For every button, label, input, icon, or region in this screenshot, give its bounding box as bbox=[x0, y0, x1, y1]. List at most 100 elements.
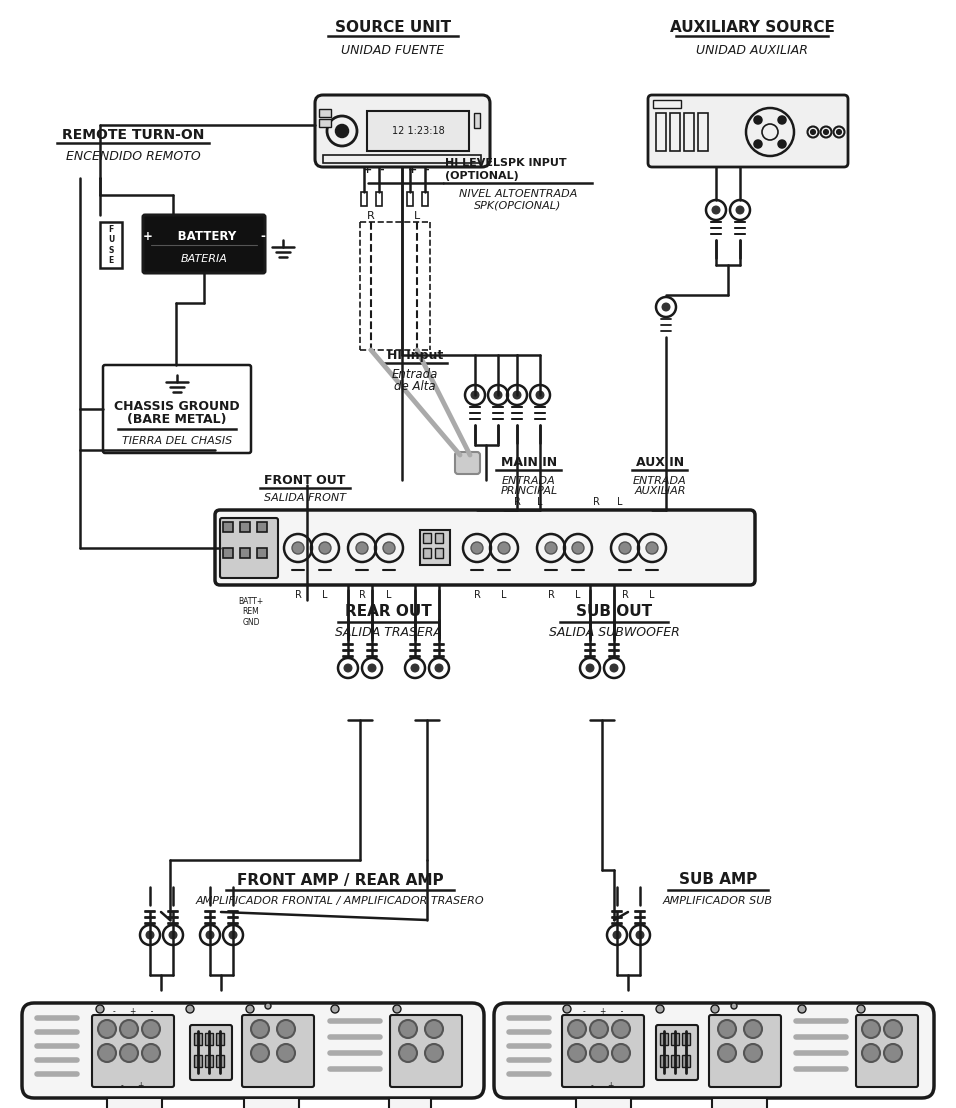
Text: UNIDAD FUENTE: UNIDAD FUENTE bbox=[341, 43, 445, 57]
Bar bbox=[576, 1098, 631, 1108]
Circle shape bbox=[368, 664, 376, 671]
Bar bbox=[670, 113, 680, 151]
Circle shape bbox=[736, 206, 744, 214]
Circle shape bbox=[778, 141, 786, 147]
Circle shape bbox=[610, 664, 618, 671]
Bar bbox=[194, 1033, 202, 1045]
Circle shape bbox=[718, 1020, 736, 1038]
Bar bbox=[671, 1033, 679, 1045]
Circle shape bbox=[336, 125, 348, 137]
Text: -      +      -: - + - bbox=[113, 1007, 153, 1016]
Text: AUX IN: AUX IN bbox=[636, 455, 684, 469]
Circle shape bbox=[498, 542, 510, 554]
Bar bbox=[257, 522, 267, 532]
Bar bbox=[361, 192, 367, 206]
Text: SPK(OPCIONAL): SPK(OPCIONAL) bbox=[474, 201, 562, 211]
Circle shape bbox=[754, 141, 762, 147]
Text: ENTRADA: ENTRADA bbox=[502, 476, 555, 486]
FancyBboxPatch shape bbox=[215, 510, 755, 585]
Circle shape bbox=[169, 931, 177, 938]
Bar bbox=[389, 1098, 431, 1108]
Circle shape bbox=[545, 542, 557, 554]
Text: L: L bbox=[414, 211, 420, 220]
Bar bbox=[319, 109, 331, 117]
Circle shape bbox=[96, 1005, 104, 1013]
Circle shape bbox=[812, 131, 815, 134]
Circle shape bbox=[319, 542, 331, 554]
Circle shape bbox=[435, 664, 443, 671]
FancyBboxPatch shape bbox=[856, 1015, 918, 1087]
Text: L: L bbox=[576, 589, 580, 601]
Circle shape bbox=[536, 391, 544, 399]
FancyBboxPatch shape bbox=[656, 1025, 698, 1080]
Text: +      BATTERY      -: + BATTERY - bbox=[142, 230, 266, 244]
Text: L: L bbox=[537, 497, 543, 507]
Text: L: L bbox=[386, 589, 392, 601]
Bar bbox=[422, 192, 428, 206]
Circle shape bbox=[206, 931, 214, 938]
Circle shape bbox=[798, 1005, 806, 1013]
Text: R: R bbox=[294, 589, 301, 601]
Circle shape bbox=[613, 931, 620, 938]
Bar bbox=[407, 192, 413, 206]
Text: AMPLIFICADOR SUB: AMPLIFICADOR SUB bbox=[663, 896, 773, 906]
Circle shape bbox=[98, 1044, 116, 1061]
Text: F
U
S
E: F U S E bbox=[108, 225, 114, 265]
Circle shape bbox=[568, 1044, 586, 1061]
Text: PRINCIPAL: PRINCIPAL bbox=[500, 486, 557, 496]
FancyBboxPatch shape bbox=[315, 95, 490, 167]
FancyBboxPatch shape bbox=[190, 1025, 232, 1080]
Text: L: L bbox=[618, 497, 622, 507]
Text: R: R bbox=[621, 589, 628, 601]
Circle shape bbox=[393, 1005, 401, 1013]
Circle shape bbox=[857, 1005, 865, 1013]
Circle shape bbox=[98, 1020, 116, 1038]
Circle shape bbox=[884, 1020, 902, 1038]
Text: SUB AMP: SUB AMP bbox=[679, 872, 757, 888]
Text: ENCENDIDO REMOTO: ENCENDIDO REMOTO bbox=[66, 150, 201, 163]
Bar bbox=[319, 119, 331, 127]
Text: +  -: + - bbox=[363, 165, 385, 175]
Circle shape bbox=[612, 1044, 630, 1061]
Circle shape bbox=[862, 1020, 880, 1038]
Circle shape bbox=[513, 391, 521, 399]
Bar bbox=[216, 1033, 224, 1045]
Bar bbox=[240, 548, 250, 558]
Text: AMPLIFICADOR FRONTAL / AMPLIFICADOR TRASERO: AMPLIFICADOR FRONTAL / AMPLIFICADOR TRAS… bbox=[196, 896, 485, 906]
Text: AUXILIAR: AUXILIAR bbox=[634, 486, 685, 496]
Text: R: R bbox=[513, 497, 520, 507]
Circle shape bbox=[425, 1044, 443, 1061]
Circle shape bbox=[711, 1005, 719, 1013]
Text: L: L bbox=[649, 589, 655, 601]
Bar bbox=[423, 548, 431, 558]
FancyBboxPatch shape bbox=[220, 519, 278, 578]
Bar bbox=[671, 1055, 679, 1067]
Bar bbox=[682, 1033, 690, 1045]
Bar bbox=[194, 1055, 202, 1067]
Circle shape bbox=[331, 1005, 339, 1013]
Text: REAR OUT: REAR OUT bbox=[344, 605, 431, 619]
Text: Entrada: Entrada bbox=[392, 368, 438, 380]
Circle shape bbox=[277, 1044, 295, 1061]
Bar bbox=[684, 113, 694, 151]
Circle shape bbox=[590, 1044, 608, 1061]
Circle shape bbox=[824, 131, 828, 134]
Circle shape bbox=[744, 1044, 762, 1061]
Text: SUB OUT: SUB OUT bbox=[576, 605, 652, 619]
Bar bbox=[216, 1055, 224, 1067]
Text: -      +: - + bbox=[121, 1080, 144, 1089]
Bar bbox=[323, 155, 481, 163]
Circle shape bbox=[186, 1005, 194, 1013]
FancyBboxPatch shape bbox=[92, 1015, 174, 1087]
Circle shape bbox=[731, 1003, 737, 1009]
FancyBboxPatch shape bbox=[648, 95, 848, 167]
Bar bbox=[660, 1055, 668, 1067]
Bar bbox=[435, 548, 443, 558]
Text: CHASSIS GROUND: CHASSIS GROUND bbox=[114, 400, 240, 413]
Text: SALIDA SUBWOOFER: SALIDA SUBWOOFER bbox=[549, 626, 680, 639]
Text: HI Input: HI Input bbox=[387, 349, 444, 361]
Text: FRONT OUT: FRONT OUT bbox=[264, 473, 346, 486]
Circle shape bbox=[251, 1020, 269, 1038]
Bar bbox=[240, 522, 250, 532]
Bar bbox=[100, 222, 122, 268]
